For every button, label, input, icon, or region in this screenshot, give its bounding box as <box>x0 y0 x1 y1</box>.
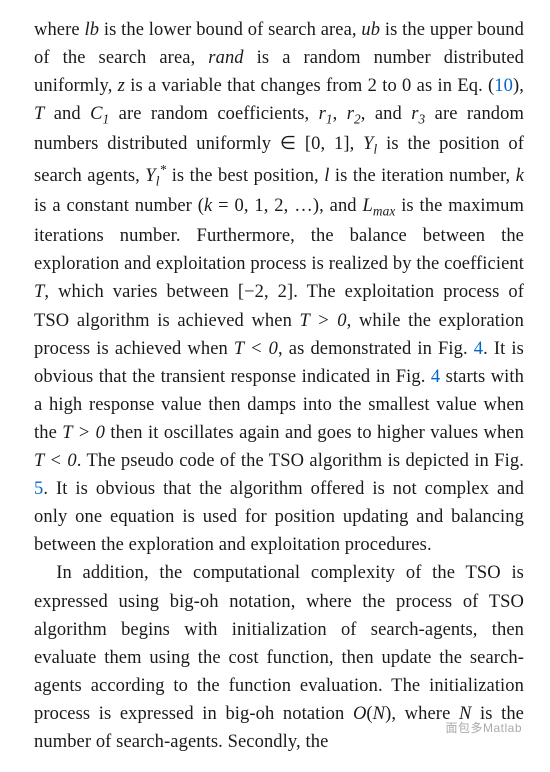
watermark-text: 面包多Matlab <box>445 719 522 736</box>
equation-ref[interactable]: 10 <box>494 76 513 96</box>
figure-ref[interactable]: 5 <box>34 479 43 499</box>
paragraph-1: where lb is the lower bound of search ar… <box>34 16 524 559</box>
figure-ref[interactable]: 4 <box>431 367 440 387</box>
figure-ref[interactable]: 4 <box>474 339 483 359</box>
paper-text-column: where lb is the lower bound of search ar… <box>0 0 550 772</box>
